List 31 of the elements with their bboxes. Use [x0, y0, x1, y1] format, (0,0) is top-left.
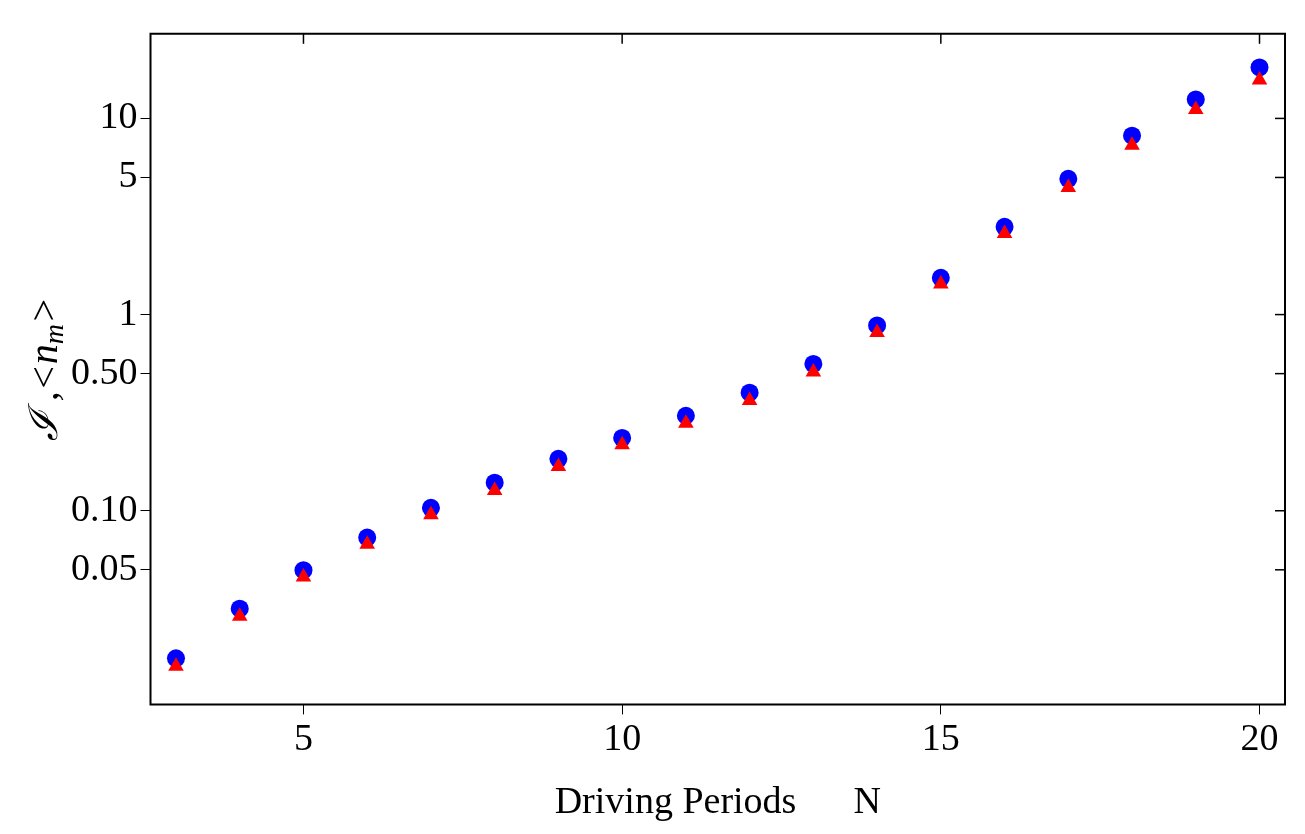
- point: [231, 607, 248, 621]
- point: [1187, 100, 1204, 115]
- y-tick-label: 0.10: [71, 486, 138, 529]
- point: [1251, 70, 1268, 85]
- y-tick-label: 1: [118, 290, 138, 333]
- y-tick-label: 10: [99, 94, 138, 137]
- x-tick-label: 5: [293, 716, 313, 759]
- x-axis-title: Driving Periods N: [554, 778, 881, 821]
- point: [423, 505, 439, 520]
- point: [933, 275, 949, 289]
- point: [486, 481, 503, 495]
- point: [1124, 136, 1140, 150]
- y-tick-label: 0.50: [71, 349, 138, 392]
- x-tick-label: 20: [1240, 716, 1279, 759]
- y-tick-label: 0.05: [71, 545, 138, 588]
- y-axis-title: ℐ ,<nm>: [20, 296, 70, 442]
- y-tick-label: 5: [118, 153, 138, 196]
- point: [550, 457, 567, 472]
- point: [1250, 58, 1269, 77]
- point: [614, 435, 630, 450]
- x-tick-label: 10: [603, 716, 642, 759]
- point: [678, 414, 694, 428]
- point: [295, 567, 312, 582]
- point: [805, 362, 822, 377]
- point: [359, 535, 375, 549]
- point: [741, 391, 758, 405]
- point: [996, 224, 1013, 239]
- point: [168, 657, 184, 671]
- x-tick-label: 15: [921, 716, 960, 759]
- point: [1060, 178, 1077, 192]
- point: [869, 323, 885, 338]
